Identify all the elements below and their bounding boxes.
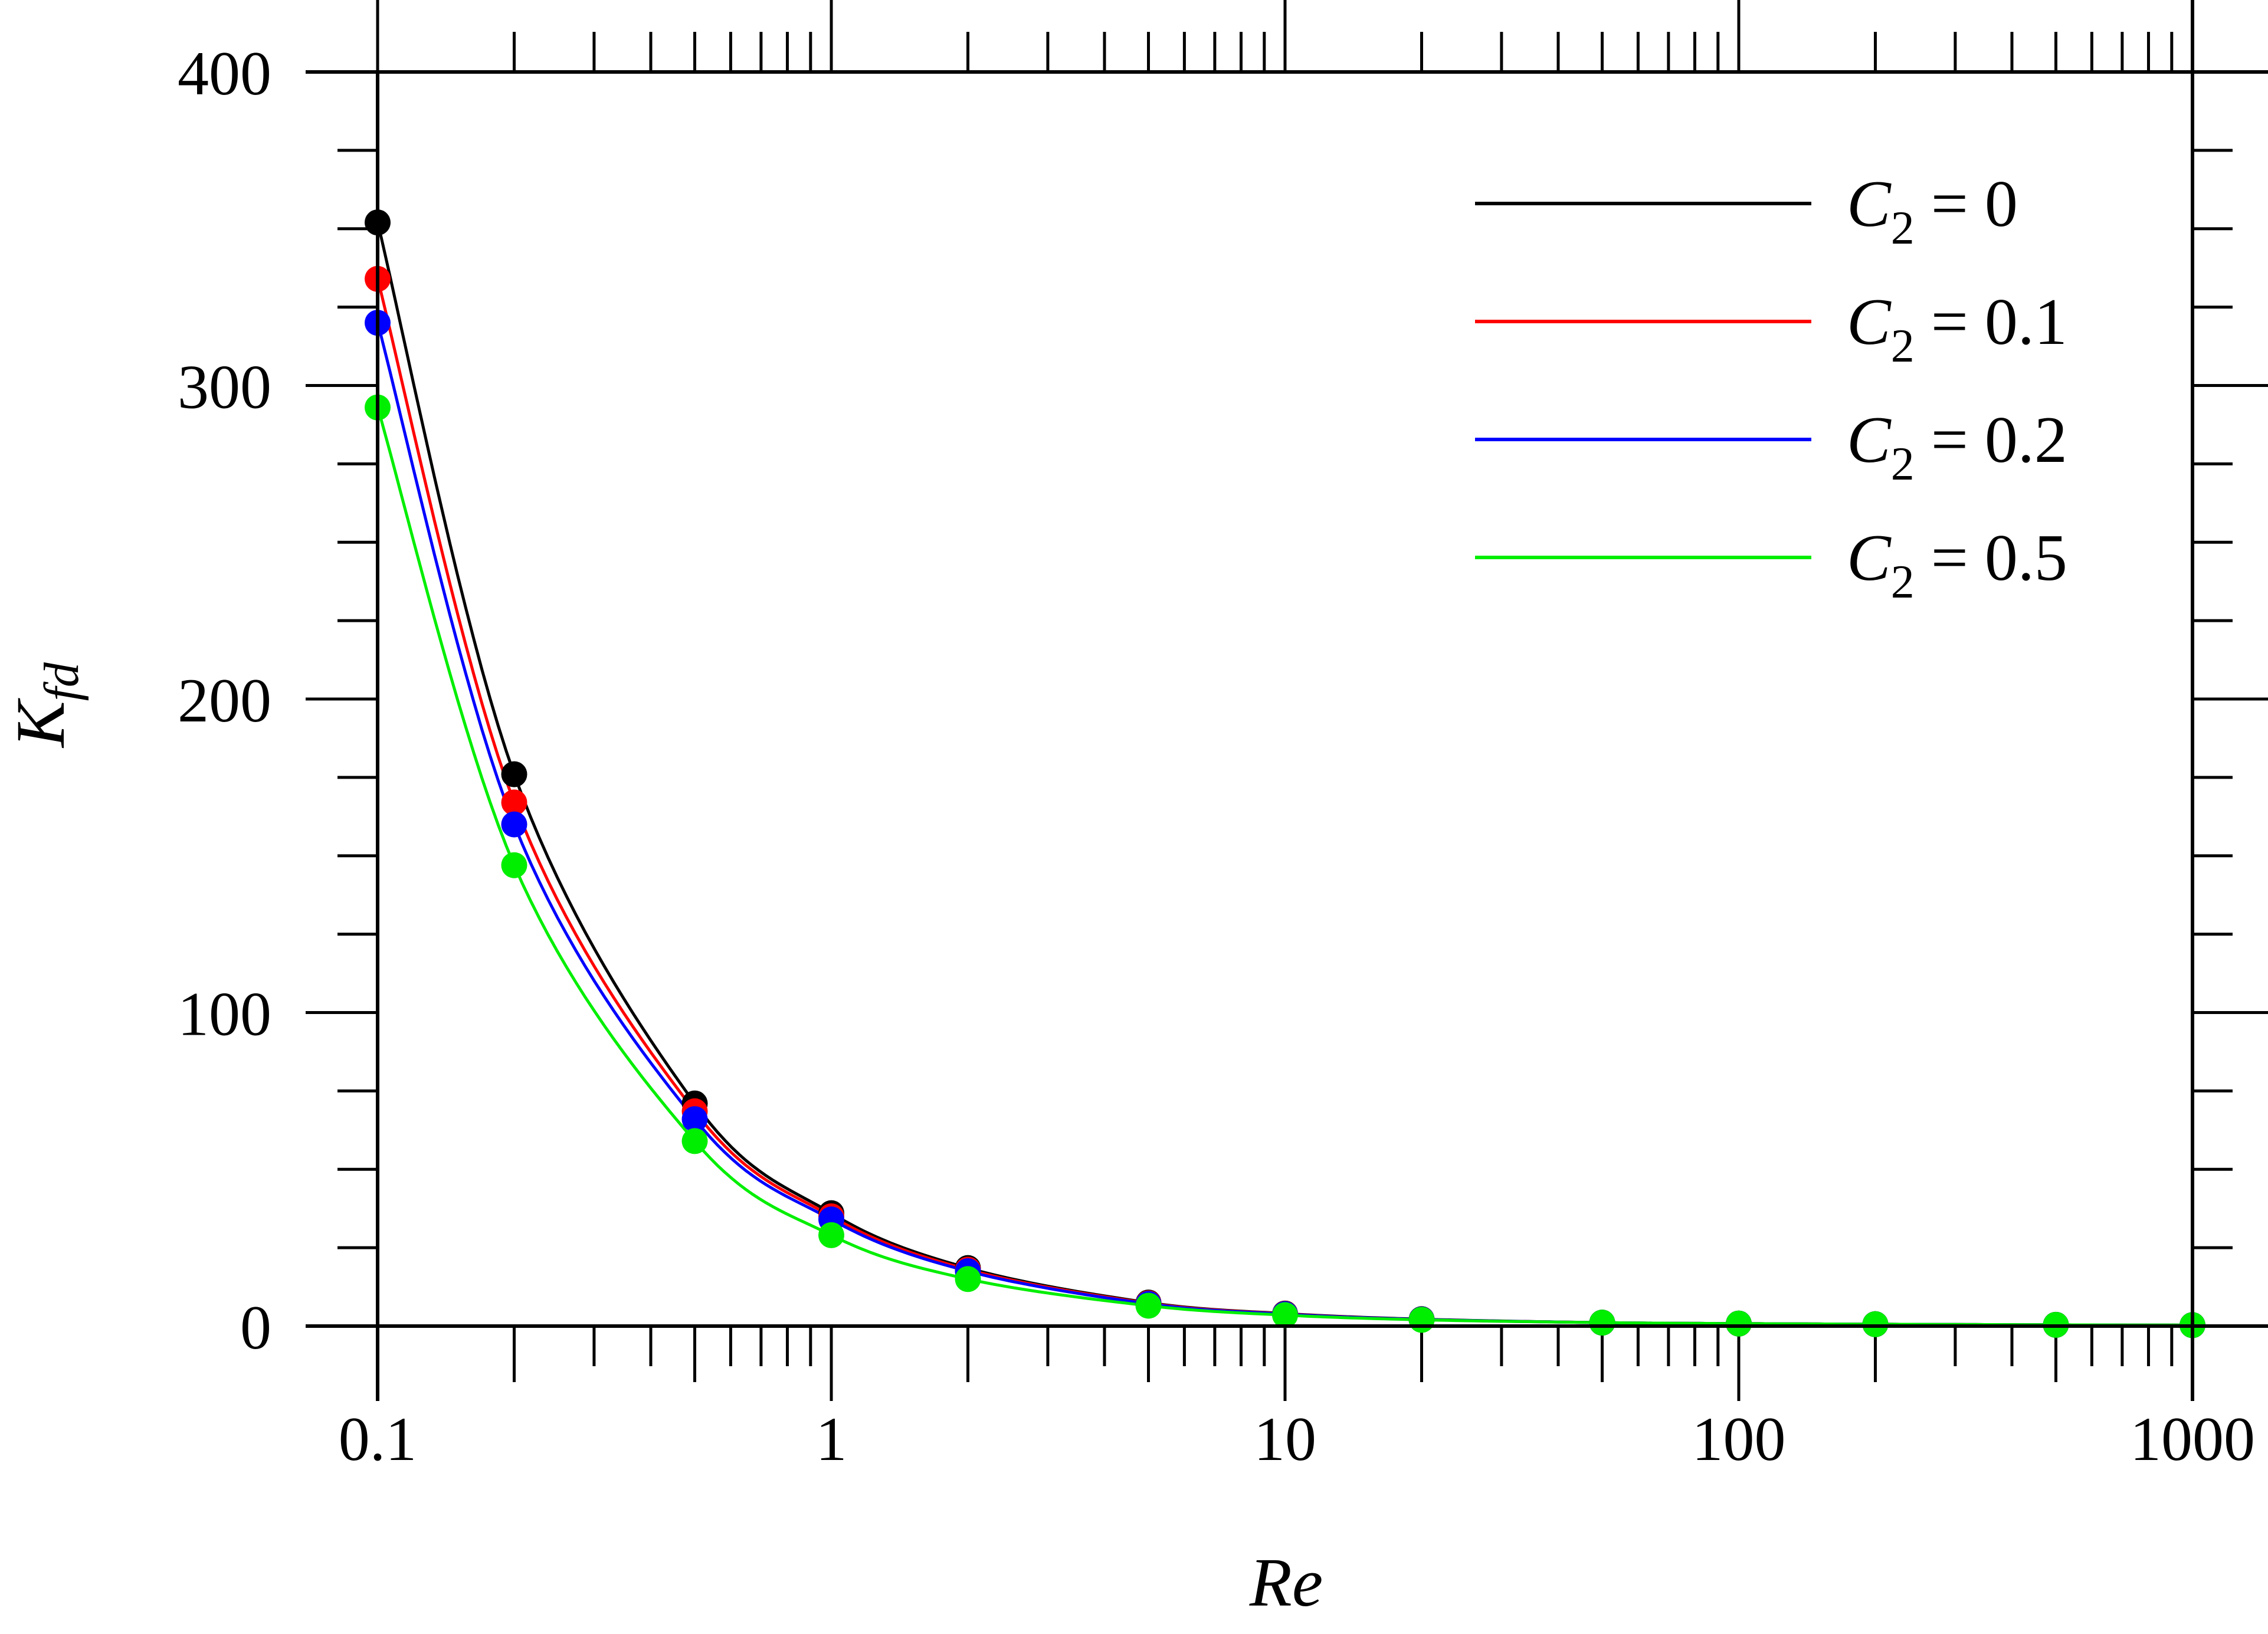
legend-label-main: C <box>1847 168 1892 241</box>
legend-label-main: C <box>1847 521 1892 595</box>
data-point <box>1589 1310 1615 1336</box>
data-point <box>1726 1310 1752 1337</box>
series-points <box>365 209 2205 1338</box>
y-tick-label: 100 <box>178 980 271 1049</box>
legend-label-sub: 2 <box>1891 556 1915 608</box>
y-tick-label: 0 <box>240 1293 271 1362</box>
y-axis-title: Kfd <box>2 662 89 749</box>
x-axis-title: Re <box>1249 1544 1323 1621</box>
legend-label-sub: 2 <box>1891 202 1915 254</box>
legend-label: C2 = 0.5 <box>1847 521 2067 608</box>
legend-label-sub: 2 <box>1891 438 1915 490</box>
x-tick-label: 0.1 <box>339 1405 417 1474</box>
data-point <box>1408 1307 1435 1333</box>
legend-label: C2 = 0.2 <box>1847 403 2067 490</box>
data-point <box>1862 1311 1889 1337</box>
legend-label-rest: = 0 <box>1915 168 2018 241</box>
y-axis-title-sub: fd <box>34 662 89 701</box>
data-point <box>955 1266 981 1292</box>
legend: C2 = 0C2 = 0.1C2 = 0.2C2 = 0.5 <box>1475 168 2067 608</box>
series-line <box>376 222 2192 1327</box>
data-point <box>501 852 527 878</box>
legend-label: C2 = 0 <box>1847 168 2018 254</box>
legend-label-rest: = 0.1 <box>1915 286 2067 359</box>
x-tick-label: 10 <box>1254 1405 1316 1474</box>
data-point <box>501 811 527 838</box>
legend-label-main: C <box>1847 403 1892 477</box>
x-tick-label: 100 <box>1692 1405 1786 1474</box>
data-point <box>681 1128 708 1154</box>
tick-labels: 0.1 1 10 100 1000 0 100 200 300 400 <box>178 39 2255 1474</box>
data-point <box>1272 1302 1298 1328</box>
y-tick-label: 300 <box>178 353 271 422</box>
legend-label-rest: = 0.2 <box>1915 403 2067 477</box>
y-axis-title-main: K <box>2 698 79 749</box>
x-tick-label: 1 <box>816 1405 847 1474</box>
data-point <box>501 761 527 788</box>
data-point <box>818 1222 844 1248</box>
legend-label-main: C <box>1847 286 1892 359</box>
series-lines <box>376 222 2192 1327</box>
legend-label-sub: 2 <box>1891 320 1915 372</box>
data-point <box>1135 1292 1162 1319</box>
y-tick-label: 400 <box>178 39 271 108</box>
data-point <box>501 789 527 816</box>
data-point <box>681 1106 708 1133</box>
legend-label-rest: = 0.5 <box>1915 521 2067 595</box>
plot-frame <box>306 0 2268 1401</box>
legend-label: C2 = 0.1 <box>1847 286 2067 372</box>
x-tick-label: 1000 <box>2130 1405 2255 1474</box>
y-tick-label: 200 <box>178 666 271 735</box>
